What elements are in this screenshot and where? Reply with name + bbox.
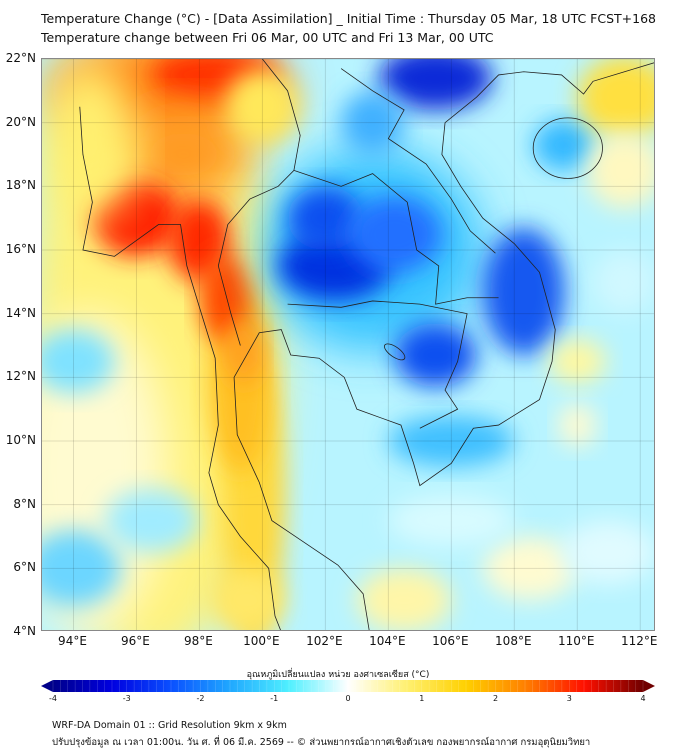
colorbar-min-arrow — [41, 680, 53, 692]
coastline-border — [340, 68, 496, 254]
temperature-blob — [224, 68, 301, 145]
graticule — [42, 59, 654, 630]
longitude-label: 104°E — [369, 634, 406, 648]
latitude-label: 20°N — [5, 114, 36, 129]
temperature-blob — [347, 195, 442, 273]
temperature-blob — [42, 59, 137, 219]
temperature-blob — [388, 495, 515, 547]
temperature-blob — [558, 402, 597, 448]
temperature-blob — [42, 530, 121, 607]
coastline-border — [79, 106, 281, 630]
temperature-blob — [561, 520, 654, 585]
temperature-blob — [224, 320, 263, 384]
temperature-blob — [593, 250, 654, 314]
colorbar-tick-label: 1 — [419, 694, 425, 703]
longitude-label: 96°E — [121, 634, 150, 648]
latitude-label: 12°N — [5, 369, 36, 384]
latitude-label: 16°N — [5, 242, 36, 256]
longitude-label: 106°E — [432, 634, 469, 648]
longitude-label: 102°E — [306, 634, 343, 648]
temperature-blob — [356, 568, 452, 630]
latitude-label: 18°N — [5, 178, 36, 193]
map-subtitle: Temperature change between Fri 06 Mar, 0… — [41, 30, 494, 45]
temperature-blob — [586, 132, 654, 209]
colorbar-tick-label: 0 — [345, 694, 351, 703]
hainan-island-outline — [532, 117, 603, 179]
temperature-blob — [208, 568, 285, 630]
colorbar-tick-label: -4 — [49, 694, 57, 703]
colorbar-tick-label: 2 — [492, 694, 499, 703]
temperature-change-map — [41, 58, 655, 631]
latitude-label: 4°N — [13, 624, 36, 638]
longitude-label: 110°E — [558, 634, 595, 648]
temperature-blob — [199, 253, 250, 343]
colorbar-tick-label: 4 — [640, 694, 646, 703]
coastline-border — [293, 170, 499, 305]
colorbar-max-arrow — [643, 680, 655, 692]
colorbar-tick-label: 3 — [566, 694, 572, 703]
longitude-label: 100°E — [243, 634, 280, 648]
temperature-blob — [378, 59, 493, 110]
colorbar-tick-label: -2 — [196, 694, 205, 703]
temperature-field — [42, 59, 654, 630]
colorbar — [41, 680, 655, 692]
longitude-label: 98°E — [183, 634, 213, 648]
map-title: Temperature Change (°C) - [Data Assimila… — [41, 11, 656, 26]
latitude-label: 14°N — [5, 305, 36, 320]
latitude-label: 22°N — [5, 51, 36, 65]
colorbar-bar — [53, 680, 643, 692]
longitude-label: 108°E — [495, 634, 532, 648]
longitude-label: 94°E — [58, 634, 87, 648]
colorbar-title: อุณหภูมิเปลี่ยนแปลง หน่วย องศาเซลเซียส (… — [246, 670, 430, 680]
temperature-blob — [577, 59, 654, 139]
temperature-blob — [394, 323, 477, 387]
temperature-blob — [287, 186, 364, 250]
colorbar-tick-label: -1 — [270, 694, 279, 703]
latitude-label: 8°N — [13, 496, 36, 511]
colorbar-tick-label: -3 — [122, 694, 131, 703]
temperature-blob — [42, 329, 115, 394]
tonle-sap-lake-outline — [384, 343, 406, 361]
temperature-blob — [533, 119, 597, 171]
temperature-blob — [482, 536, 578, 601]
footer-credit: ปรับปรุงข้อมูล ณ เวลา 01:00น. วัน ศ. ที่… — [52, 737, 591, 748]
longitude-label: 112°E — [621, 634, 658, 648]
map-canvas — [42, 59, 654, 630]
coastlines — [79, 59, 654, 630]
coastline-border — [233, 62, 654, 630]
temperature-blob — [120, 106, 247, 203]
temperature-blob — [548, 339, 606, 384]
coastline-border — [287, 300, 468, 429]
temperature-blob — [104, 488, 200, 553]
temperature-blob — [482, 227, 565, 356]
footer-model-info: WRF-DA Domain 01 :: Grid Resolution 9km … — [52, 720, 287, 731]
coastline-border — [217, 59, 301, 346]
latitude-label: 6°N — [13, 560, 36, 575]
latitude-label: 10°N — [5, 433, 36, 447]
